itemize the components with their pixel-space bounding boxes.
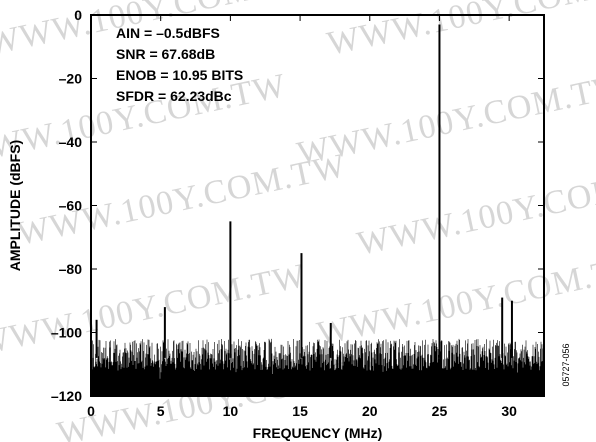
- annotation-enob: ENOB = 10.95 BITS: [116, 67, 243, 83]
- annotation-snr: SNR = 67.68dB: [116, 46, 215, 62]
- watermark-text: WWW.100Y.COM.TW: [0, 257, 309, 363]
- y-tick-label: –40: [59, 134, 83, 150]
- annotation-block: AIN = –0.5dBFS SNR = 67.68dB ENOB = 10.9…: [116, 25, 243, 104]
- figure-id: 05727-056: [561, 343, 571, 386]
- watermark-text: WWW.100Y.COM.TW: [354, 157, 596, 263]
- y-axis: 0 –20 –40 –60 –80 –100 –120: [51, 7, 544, 404]
- x-axis: 0 5 10 15 20 25 30: [87, 15, 517, 419]
- x-tick-label: 20: [362, 403, 378, 419]
- y-tick-label: –100: [51, 325, 82, 341]
- y-axis-title: AMPLITUDE (dBFS): [7, 140, 23, 271]
- x-tick-label: 5: [157, 403, 165, 419]
- y-tick-label: 0: [74, 7, 82, 23]
- x-tick-label: 15: [292, 403, 308, 419]
- y-tick-label: –120: [51, 388, 82, 404]
- x-axis-title: FREQUENCY (MHz): [253, 425, 383, 441]
- x-tick-label: 10: [223, 403, 239, 419]
- watermark-text: WWW.100Y.COM.TW: [314, 247, 596, 353]
- annotation-ain: AIN = –0.5dBFS: [116, 25, 220, 41]
- watermark-text: WWW.100Y.COM.TW: [324, 0, 596, 63]
- x-tick-label: 25: [432, 403, 448, 419]
- y-tick-label: –20: [59, 71, 83, 87]
- y-tick-label: –60: [59, 198, 83, 214]
- y-tick-label: –80: [59, 261, 83, 277]
- x-tick-label: 30: [501, 403, 517, 419]
- annotation-sfdr: SFDR = 62.23dBc: [116, 88, 232, 104]
- noise-floor-trace: [91, 338, 544, 395]
- x-tick-label: 0: [87, 403, 95, 419]
